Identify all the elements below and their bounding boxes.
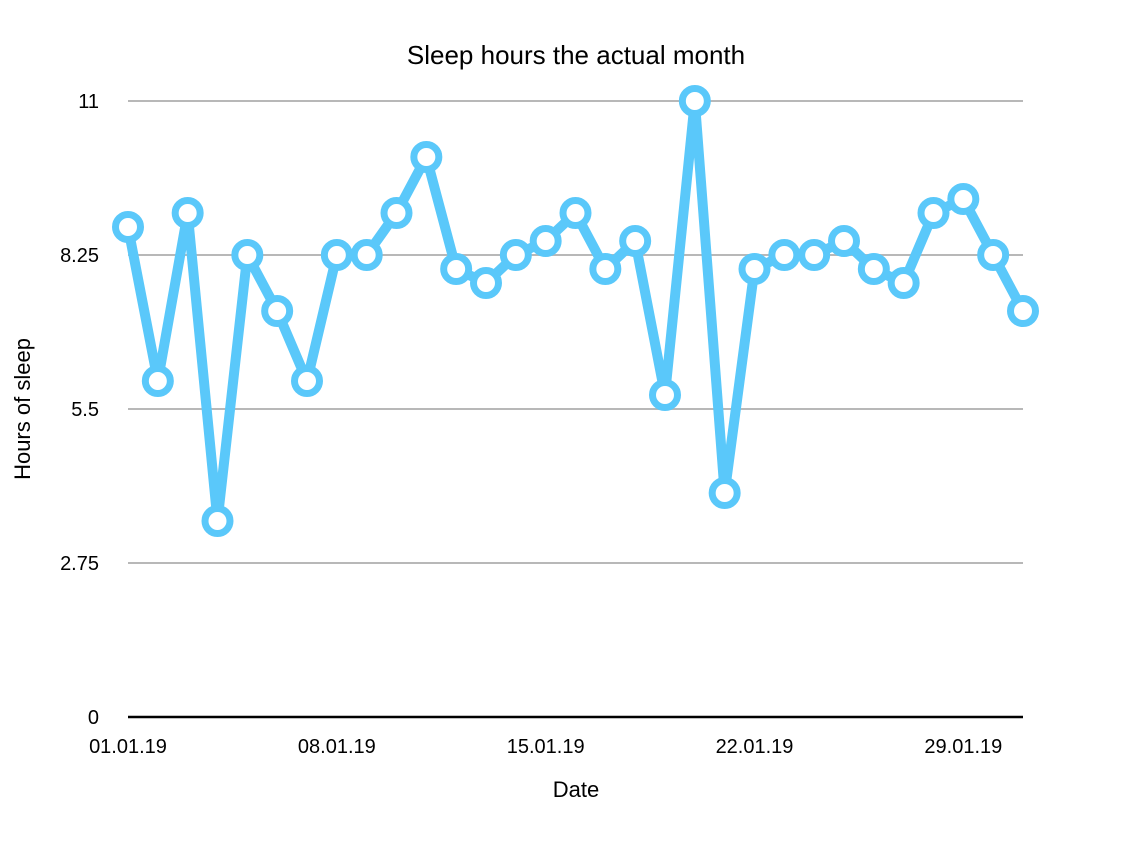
sleep-hours-point [141, 365, 174, 397]
sleep-hours-point [231, 239, 264, 271]
y-tick-label: 5.5 [71, 399, 99, 421]
grid-layer [128, 100, 1023, 564]
sleep-hours-point [678, 85, 711, 117]
x-tick-label: 01.01.19 [89, 736, 167, 758]
y-tick-label: 11 [78, 91, 99, 113]
sleep-hours-point [828, 225, 860, 257]
sleep-hours-point [350, 239, 383, 271]
sleep-hours-point [977, 239, 1010, 271]
sleep-hours-point [559, 197, 592, 229]
sleep-hours-point [649, 379, 681, 411]
sleep-hours-point [291, 365, 323, 397]
sleep-hours-point [708, 477, 741, 509]
sleep-hours-point [320, 239, 353, 271]
y-tick-label: 8.25 [60, 245, 99, 267]
sleep-hours-point [171, 197, 204, 229]
x-tick-labels: 01.01.19 08.01.19 15.01.19 22.01.19 29.01.19 [89, 736, 1002, 758]
sleep-hours-point [440, 253, 473, 285]
sleep-hours-point [380, 197, 413, 229]
sleep-hours-point [887, 267, 920, 299]
sleep-hours-point [201, 505, 234, 537]
y-axis-label: Hours of sleep [10, 338, 35, 480]
sleep-hours-point [589, 253, 622, 285]
sleep-hours-point [857, 253, 890, 285]
y-tick-labels: 0 2.75 5.5 8.25 11 [60, 91, 99, 729]
sleep-hours-point [410, 141, 443, 173]
sleep-hours-point [529, 225, 562, 257]
chart-title: Sleep hours the actual month [407, 40, 745, 70]
x-tick-label: 29.01.19 [924, 736, 1002, 758]
y-tick-label: 2.75 [60, 553, 99, 575]
x-axis-label: Date [553, 777, 599, 802]
x-tick-label: 08.01.19 [298, 736, 376, 758]
sleep-hours-point [499, 239, 532, 271]
x-tick-label: 22.01.19 [716, 736, 794, 758]
x-tick-label: 15.01.19 [507, 736, 585, 758]
sleep-hours-point [112, 211, 144, 243]
sleep-hours-point [768, 239, 801, 271]
sleep-hours-point [798, 239, 831, 271]
y-tick-label: 0 [88, 707, 99, 729]
sleep-hours-point [917, 197, 950, 229]
sleep-hours-point [1007, 295, 1039, 327]
sleep-hours-point [261, 295, 294, 327]
data-points [112, 85, 1039, 537]
sleep-hours-point [619, 225, 652, 257]
sleep-hours-point [738, 253, 771, 285]
sleep-hours-point [947, 183, 980, 215]
sleep-hours-point [470, 267, 502, 299]
